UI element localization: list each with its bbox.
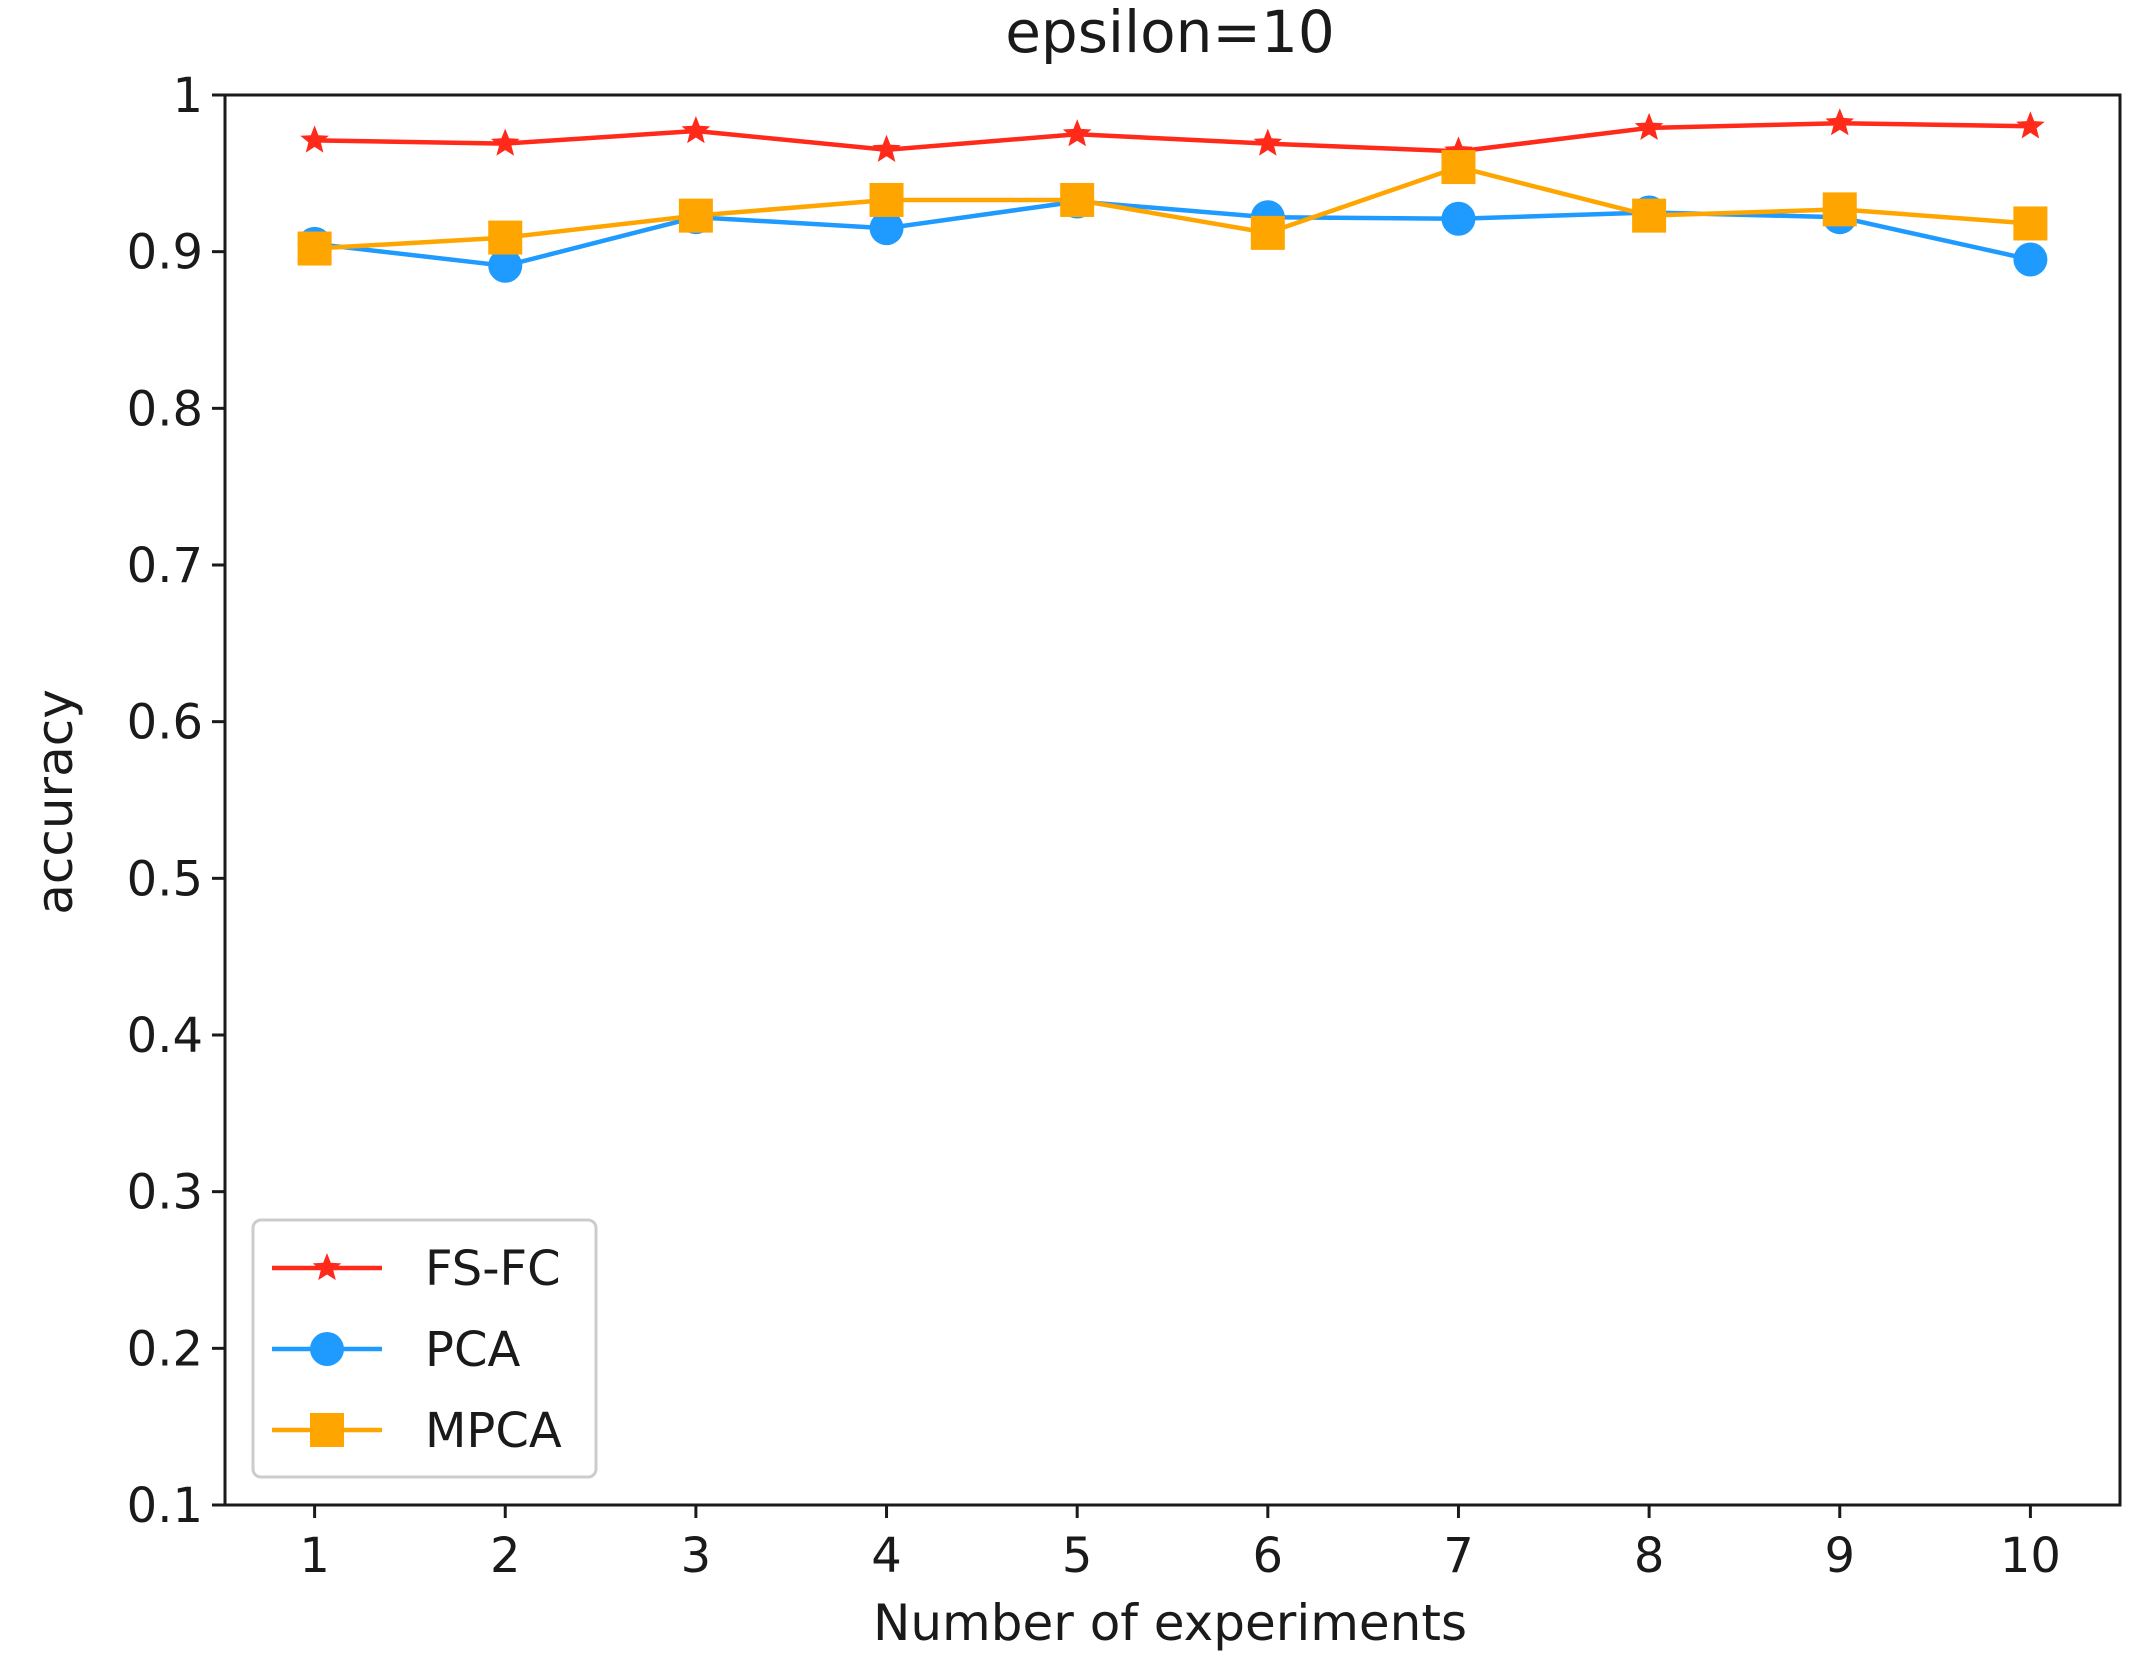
x-tick-label: 3: [681, 1528, 712, 1584]
data-point-fs-fc: [681, 116, 711, 144]
data-point-mpca: [297, 231, 332, 266]
x-tick-label: 5: [1062, 1528, 1093, 1584]
data-point-fs-fc: [491, 128, 520, 156]
x-tick-label: 9: [1824, 1528, 1855, 1584]
y-tick-label: 0.1: [127, 1478, 203, 1534]
legend-marker: [312, 1253, 342, 1281]
legend-box: [251, 1218, 598, 1479]
x-tick-label: 1: [299, 1528, 330, 1584]
y-tick-label: 0.5: [127, 851, 203, 907]
x-tick-label: 2: [490, 1528, 521, 1584]
legend-marker: [310, 1413, 344, 1447]
y-tick-label: 0.8: [127, 381, 203, 437]
legend: FS-FC PCA MPCA: [251, 1218, 598, 1479]
y-axis-label: accuracy: [26, 689, 84, 915]
data-point-fs-fc: [1444, 136, 1473, 164]
plot-frame: [223, 93, 2122, 1507]
y-tick-label: 0.6: [127, 695, 203, 751]
x-tick-label: 7: [1443, 1528, 1474, 1584]
data-point-mpca: [1250, 215, 1285, 250]
plot-area: 0.1 0.2 0.3 0.4 0.5 0.6 0.7 0.8 0.9 1 1 2 3 4 5 6 7 8 9 10 F…: [127, 68, 2122, 1584]
y-tick-label: 1: [172, 68, 203, 124]
data-point-mpca: [2013, 206, 2048, 241]
data-point-mpca: [1822, 192, 1857, 227]
legend-label: FS-FC: [425, 1241, 561, 1297]
data-point-pca: [869, 211, 904, 246]
legend-label: PCA: [425, 1322, 520, 1378]
y-tick-label: 0.7: [127, 538, 203, 594]
y-tick-label: 0.4: [127, 1008, 203, 1064]
data-point-fs-fc: [1253, 128, 1283, 156]
data-point-mpca: [1060, 182, 1095, 217]
data-point-fs-fc: [1825, 108, 1854, 136]
y-tick-label: 0.9: [127, 225, 203, 281]
data-point-fs-fc: [300, 125, 329, 153]
data-point-pca: [488, 248, 523, 283]
data-point-mpca: [1441, 150, 1476, 185]
data-point-fs-fc: [872, 134, 901, 162]
data-point-mpca: [869, 182, 904, 217]
data-point-mpca: [488, 220, 523, 255]
data-point-mpca: [1632, 198, 1667, 233]
x-tick-label: 8: [1634, 1528, 1665, 1584]
data-point-pca: [1441, 201, 1476, 236]
data-point-fs-fc: [1634, 112, 1664, 140]
legend-label: MPCA: [425, 1403, 562, 1459]
data-point-pca: [2013, 242, 2048, 277]
data-point-fs-fc: [2016, 111, 2045, 139]
x-tick-label: 4: [871, 1528, 902, 1584]
y-tick-label: 0.3: [127, 1165, 203, 1221]
series-line-fs-fc: [314, 120, 2031, 154]
legend-marker: [310, 1332, 344, 1366]
x-tick-label: 6: [1253, 1528, 1284, 1584]
x-axis-label: Number of experiments: [873, 1594, 1467, 1652]
y-tick-label: 0.2: [127, 1321, 203, 1377]
x-tick-label: 10: [2000, 1528, 2061, 1584]
data-point-fs-fc: [1062, 119, 1092, 147]
data-point-mpca: [678, 198, 713, 233]
series-line-pca: [314, 199, 2031, 269]
series-line-mpca: [314, 164, 2031, 251]
chart-title: epsilon=10: [1005, 0, 1335, 66]
